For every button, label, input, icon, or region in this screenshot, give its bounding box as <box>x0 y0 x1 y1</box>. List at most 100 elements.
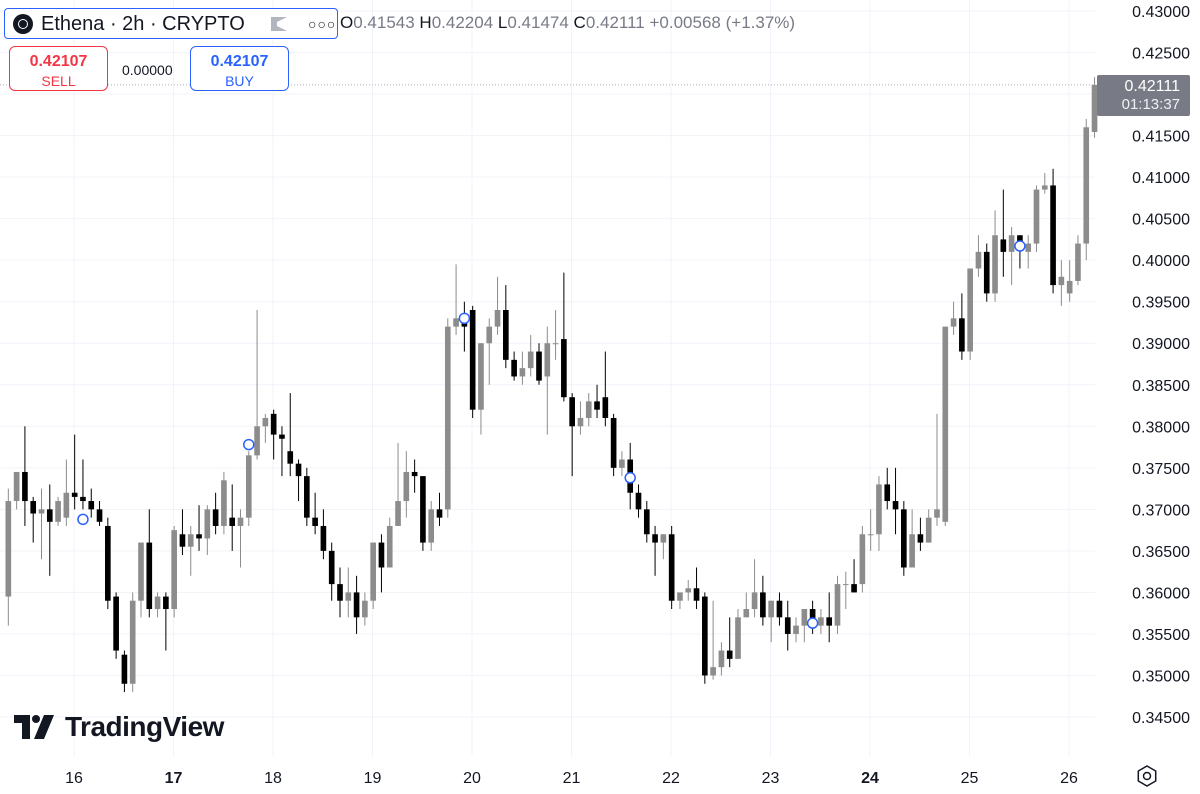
candle <box>660 534 667 560</box>
candle <box>677 592 683 610</box>
candle-body <box>38 509 45 514</box>
candle <box>619 451 625 477</box>
candle <box>602 351 609 427</box>
candle <box>884 467 891 510</box>
candle <box>726 617 733 668</box>
candle-body <box>793 625 799 634</box>
candle-body <box>212 509 219 526</box>
candle-body <box>527 351 534 369</box>
y-tick-label: 0.40000 <box>1132 253 1190 270</box>
candle-body <box>270 413 277 435</box>
y-tick-label: 0.38500 <box>1132 378 1190 395</box>
x-tick-label: 22 <box>662 770 680 787</box>
candle-body <box>818 617 824 626</box>
symbol-title[interactable]: Ethena · 2h · CRYPTO <box>41 13 245 35</box>
settings-icon[interactable] <box>1136 765 1158 787</box>
y-tick-label: 0.39000 <box>1132 336 1190 353</box>
y-tick-label: 0.42500 <box>1132 46 1190 63</box>
candle <box>163 592 169 651</box>
x-tick-label: 24 <box>861 770 879 787</box>
candle-body <box>345 592 352 601</box>
candle <box>967 268 973 360</box>
low-value: 0.41474 <box>507 13 569 32</box>
candle-body <box>1041 185 1048 190</box>
sell-button[interactable]: 0.42107 SELL <box>9 46 108 91</box>
candle-body <box>511 359 517 377</box>
candle-body <box>171 530 177 610</box>
candle-body <box>552 343 559 345</box>
candle <box>519 351 526 385</box>
price-axis[interactable]: 0.430000.425000.420000.415000.410000.405… <box>1132 4 1190 727</box>
candle <box>88 488 95 518</box>
candle <box>826 592 833 643</box>
candle-body <box>876 484 882 535</box>
candle <box>710 600 716 680</box>
candle-body <box>561 339 567 398</box>
candle <box>129 592 136 693</box>
candle-body <box>867 534 874 536</box>
candle <box>204 505 211 556</box>
candle <box>196 505 202 551</box>
candle <box>859 525 866 593</box>
candle-body <box>619 459 625 468</box>
flag-icon[interactable] <box>271 17 287 31</box>
time-axis[interactable]: 16 17 18 19 20 21 22 23 24 25 26 <box>65 770 1078 787</box>
candle-body <box>602 397 609 418</box>
y-tick-label: 0.41000 <box>1132 170 1190 187</box>
candle-body <box>834 584 841 626</box>
candle <box>212 492 219 535</box>
candle-body <box>826 617 833 626</box>
open-value: 0.41543 <box>353 13 415 32</box>
candle-body <box>685 588 692 593</box>
candle <box>138 542 144 618</box>
candle-body <box>942 326 949 522</box>
symbol-info-box[interactable]: Ethena · 2h · CRYPTO ○○○ <box>4 8 338 39</box>
event-marker <box>624 472 636 484</box>
low-label: L <box>497 13 508 32</box>
candle <box>511 351 517 381</box>
candle-body <box>743 609 750 618</box>
candle <box>304 467 310 526</box>
candle-body <box>959 318 965 352</box>
candle <box>312 492 318 535</box>
candle-body <box>668 534 675 601</box>
event-markers <box>77 240 1026 629</box>
candle-body <box>486 326 493 344</box>
candle <box>353 575 360 634</box>
candle <box>254 310 260 460</box>
candle-body <box>643 509 650 535</box>
candle-body <box>328 550 335 585</box>
candle-body <box>22 471 28 502</box>
candle <box>229 484 236 551</box>
candle-body <box>386 525 393 568</box>
candle <box>585 393 592 427</box>
candle-body <box>1083 127 1090 244</box>
candle <box>337 567 343 618</box>
candle <box>901 501 907 576</box>
candle <box>494 276 501 335</box>
more-options-icon[interactable]: ○○○ <box>308 16 337 32</box>
candle <box>428 501 435 551</box>
candle-body <box>80 496 86 502</box>
event-marker <box>806 617 819 629</box>
candle <box>801 609 808 643</box>
candle-body <box>353 592 360 618</box>
candle-body <box>245 455 252 518</box>
candle <box>760 575 766 626</box>
candle-body <box>138 542 144 601</box>
candle <box>743 592 750 618</box>
candle <box>867 509 874 551</box>
candle <box>909 509 915 568</box>
candle-body <box>1058 276 1065 286</box>
candle <box>959 293 965 360</box>
candle-body <box>113 596 119 651</box>
candle-body <box>983 251 990 294</box>
close-label: C <box>573 13 586 32</box>
y-tick-label: 0.35000 <box>1132 668 1190 685</box>
buy-button[interactable]: 0.42107 BUY <box>190 46 289 91</box>
candle <box>105 517 111 610</box>
buy-label: BUY <box>225 73 254 89</box>
last-price-tag: 0.42111 01:13:37 <box>1097 75 1190 116</box>
x-tick-label: 20 <box>463 770 481 787</box>
